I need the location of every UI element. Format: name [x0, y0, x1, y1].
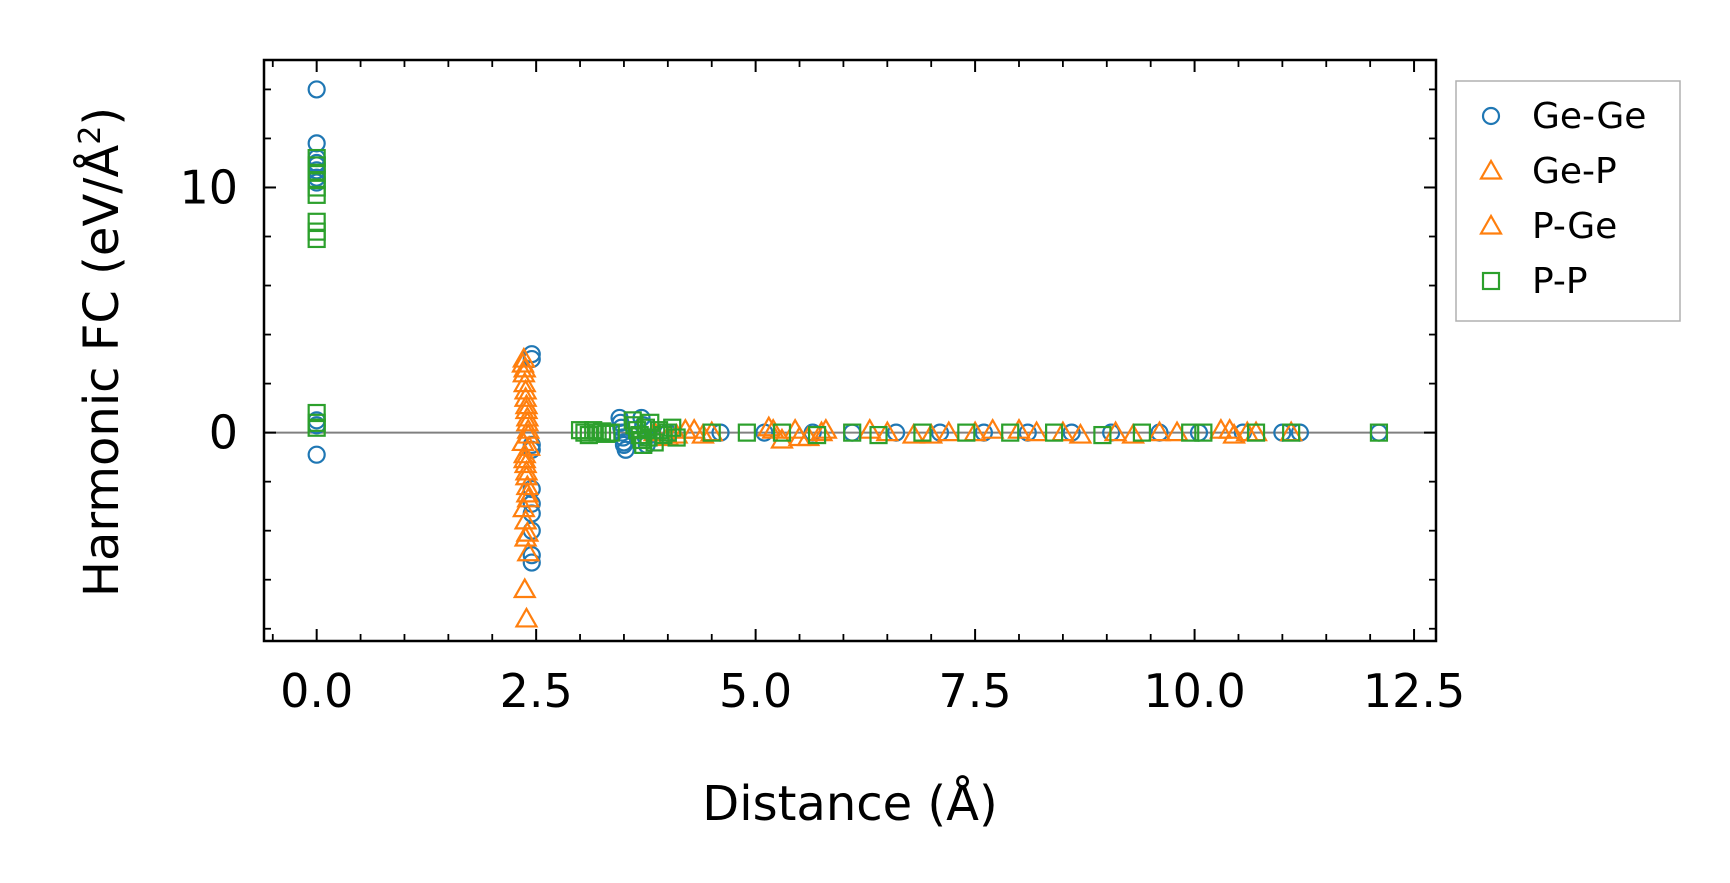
x-tick-label: 2.5 — [500, 664, 573, 718]
data-point-p-p — [1194, 423, 1213, 442]
data-point-p-p — [1369, 423, 1389, 442]
data-point-p-ge — [514, 459, 539, 481]
data-point-ge-p — [901, 422, 926, 444]
x-axis-label: Distance (Å) — [702, 775, 997, 832]
axes: 0.0 2.5 5.0 7.5 10.0 12.5 0 10 — [179, 58, 1465, 718]
legend-marker-ge-ge — [1481, 106, 1501, 126]
data-point-ge-p — [691, 422, 715, 444]
data-point-p-p — [913, 423, 932, 442]
data-point-ge-p — [1147, 420, 1172, 442]
data-point-p-ge — [682, 417, 707, 439]
data-point-p-ge — [517, 435, 542, 456]
data-point-p-p — [667, 428, 686, 447]
data-point-p-ge — [515, 481, 540, 503]
data-point-p-p — [957, 423, 976, 442]
data-point-ge-p — [1222, 422, 1246, 444]
data-point-p-ge — [1217, 417, 1242, 439]
x-tick-label: 0.0 — [280, 664, 353, 718]
data-point-ge-p — [513, 386, 538, 407]
data-point-p-p — [307, 403, 326, 423]
data-point-p-ge — [516, 540, 541, 562]
data-point-p-ge — [1121, 422, 1146, 444]
x-tick-label: 10.0 — [1143, 664, 1245, 718]
plot-frame — [262, 58, 1438, 643]
x-tick-label: 7.5 — [939, 664, 1012, 718]
data-point-p-p — [843, 423, 862, 442]
data-point-ge-p — [515, 474, 540, 496]
data-point-p-p — [807, 425, 827, 445]
data-point-ge-p — [1068, 422, 1093, 444]
plot-area — [264, 80, 1436, 628]
data-point-ge-p — [511, 361, 536, 383]
data-point-p-p — [1045, 423, 1064, 442]
data-point-ge-p — [809, 420, 834, 442]
data-point-p-p — [1181, 423, 1200, 442]
data-point-p-p — [307, 229, 326, 249]
data-point-ge-ge — [307, 80, 326, 99]
data-point-p-p — [1246, 423, 1266, 442]
y-axis-label-close: ) — [74, 107, 130, 126]
data-point-ge-ge — [307, 445, 326, 464]
data-point-ge-p — [514, 398, 539, 420]
data-point-p-ge — [919, 422, 944, 444]
data-point-p-p — [307, 418, 326, 437]
data-point-p-p — [1282, 423, 1301, 442]
data-point-p-p — [737, 423, 756, 442]
data-point-ge-p — [513, 452, 538, 474]
y-axis-label: Harmonic FC (eV/Å2) — [73, 107, 130, 597]
data-point-p-p — [869, 425, 888, 445]
data-point-p-p — [1093, 425, 1112, 445]
legend-label-ge-ge: Ge-Ge — [1532, 96, 1646, 137]
data-point-p-p — [307, 212, 326, 231]
data-point-ge-ge — [307, 134, 326, 153]
data-point-p-p — [702, 423, 721, 442]
legend: Ge-Ge Ge-P P-Ge P-P — [1455, 80, 1681, 322]
data-point-ge-p — [514, 606, 539, 628]
y-tick-label: 10 — [179, 160, 238, 214]
data-point-p-p — [597, 424, 616, 443]
data-point-ge-p — [980, 417, 1005, 439]
y-tick-label: 0 — [209, 406, 238, 460]
data-point-p-p — [307, 185, 326, 204]
data-point-p-ge — [512, 356, 537, 378]
y-axis-label-main: Harmonic FC (eV/Å — [73, 145, 130, 598]
data-point-ge-p — [512, 577, 537, 599]
data-point-ge-ge — [522, 553, 541, 572]
data-point-p-ge — [787, 425, 812, 447]
data-point-p-ge — [514, 393, 539, 415]
series-p-p — [307, 148, 1389, 454]
legend-box — [1455, 80, 1681, 322]
data-point-ge-p — [936, 420, 961, 442]
data-point-p-p — [1132, 423, 1152, 442]
data-point-ge-p — [1024, 420, 1049, 442]
x-tick-label: 5.0 — [719, 664, 792, 718]
data-point-p-p — [663, 418, 682, 437]
data-point-p-p — [1001, 423, 1020, 442]
data-point-p-ge — [511, 346, 536, 368]
legend-label-p-ge: P-Ge — [1532, 206, 1617, 247]
legend-marker-ge-p — [1479, 158, 1503, 180]
legend-label-p-p: P-P — [1532, 261, 1588, 302]
data-point-ge-p — [515, 410, 540, 432]
legend-marker-p-ge — [1479, 213, 1503, 235]
data-point-p-ge — [516, 422, 541, 444]
data-point-p-p — [601, 423, 620, 442]
x-tick-label: 12.5 — [1363, 664, 1465, 718]
legend-label-ge-p: Ge-P — [1532, 151, 1617, 192]
legend-marker-p-p — [1481, 271, 1501, 291]
y-axis-label-superscript: 2 — [73, 126, 108, 145]
data-point-p-p — [772, 423, 792, 442]
data-point-ge-ge — [616, 440, 635, 459]
